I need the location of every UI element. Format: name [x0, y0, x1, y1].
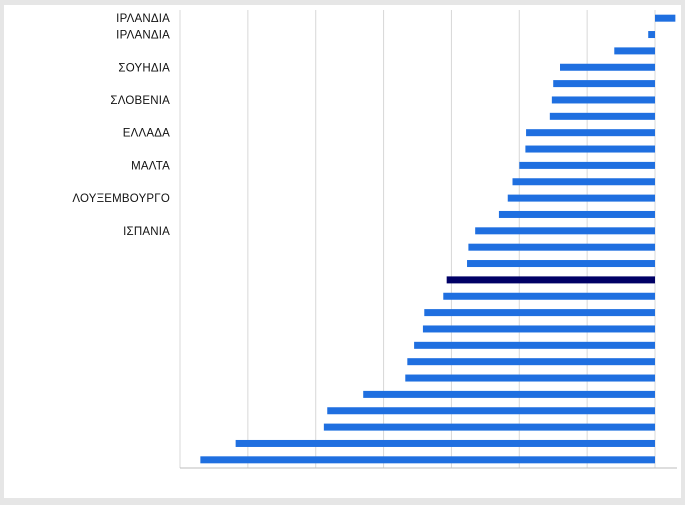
category-labels: ΙΡΛΑΝΔΙΑ ΙΡΛΑΝΔΙΑ ΣΟΥΗΔΙΑ ΣΛΟΒΕΝΙΑ ΕΛΛΑΔΑ ΜΑΛ… [72, 13, 170, 238]
bar [407, 358, 655, 366]
bar [512, 178, 655, 186]
category-label: ΙΡΛΑΝΔΙΑ [116, 30, 170, 42]
gridlines [179, 10, 677, 469]
category-label: ΜΑΛΤΑ [131, 160, 170, 172]
bar [363, 390, 655, 398]
bar [655, 14, 676, 22]
bar [323, 423, 655, 431]
bar [327, 407, 655, 415]
bar [560, 63, 655, 71]
bar [468, 243, 655, 251]
category-label: ΛΟΥΞΕΜΒΟΥΡΓΟ [72, 193, 170, 205]
category-label: ΣΟΥΗΔΙΑ [118, 62, 170, 74]
bar [235, 439, 655, 447]
bar [553, 80, 655, 88]
category-label: ΣΛΟΒΕΝΙΑ [110, 95, 170, 107]
bar [498, 210, 655, 218]
category-label: ΙΣΠΑΝΙΑ [123, 226, 170, 238]
bar [200, 456, 655, 464]
bar [405, 374, 655, 382]
bar-highlight [446, 276, 655, 284]
bar [614, 47, 655, 55]
bar-chart: ΙΡΛΑΝΔΙΑ ΙΡΛΑΝΔΙΑ ΣΟΥΗΔΙΑ ΣΛΟΒΕΝΙΑ ΕΛΛΑΔΑ ΜΑΛ… [72, 10, 677, 469]
bar [526, 129, 655, 137]
chart-frame: ΙΡΛΑΝΔΙΑ ΙΡΛΑΝΔΙΑ ΣΟΥΗΔΙΑ ΣΛΟΒΕΝΙΑ ΕΛΛΑΔΑ ΜΑΛ… [4, 5, 681, 498]
bar [648, 31, 655, 39]
bar [414, 341, 655, 349]
bar [424, 309, 655, 317]
bar [551, 96, 655, 104]
bar [507, 194, 655, 202]
bar [549, 112, 655, 120]
bar [443, 292, 655, 300]
bar [475, 227, 655, 235]
category-label: ΕΛΛΑΔΑ [123, 128, 170, 140]
category-label: ΙΡΛΑΝΔΙΑ [116, 13, 170, 25]
bar [525, 145, 655, 153]
bar [422, 325, 655, 333]
bar [467, 260, 655, 268]
bars [200, 14, 676, 464]
bar [519, 161, 655, 169]
